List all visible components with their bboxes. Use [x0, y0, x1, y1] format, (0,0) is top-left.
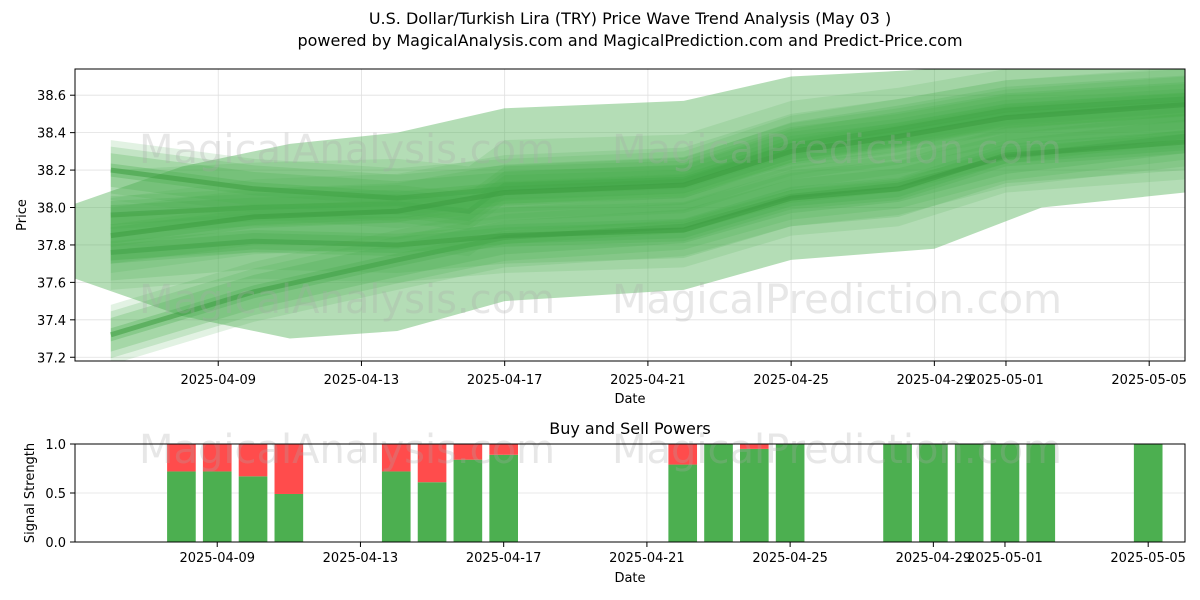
signal-x-tick-label: 2025-04-21 — [609, 551, 685, 566]
buy-power-bar — [381, 471, 411, 542]
buy-power-bar — [668, 464, 698, 542]
price-y-tick-label: 37.6 — [37, 276, 66, 291]
price-x-tick-label: 2025-04-25 — [753, 373, 829, 388]
buy-power-bar — [883, 444, 912, 542]
signal-x-tick-label: 2025-04-17 — [466, 551, 542, 566]
signal-x-tick-label: 2025-04-13 — [323, 551, 399, 566]
buy-power-bar — [775, 444, 805, 542]
price-wave-band — [110, 130, 1185, 264]
sell-power-bar — [381, 444, 411, 472]
buy-power-bar — [238, 476, 268, 542]
price-watermark: MagicalAnalysis.com — [139, 277, 555, 323]
price-watermark: MagicalAnalysis.com — [139, 127, 555, 173]
sell-power-bar — [417, 444, 447, 483]
price-x-tick-label: 2025-04-29 — [897, 373, 973, 388]
sell-power-bar — [668, 444, 698, 465]
price-y-tick-label: 37.4 — [37, 314, 66, 329]
price-x-tick-label: 2025-04-13 — [324, 373, 400, 388]
signal-x-tick-label: 2025-04-09 — [179, 551, 255, 566]
price-wave-band — [110, 82, 1185, 215]
price-wave-band — [110, 133, 1185, 261]
buy-power-bar — [274, 493, 304, 542]
price-wave-line — [110, 100, 1185, 218]
sell-power-bar — [238, 444, 268, 477]
price-wave-bands — [75, 69, 1185, 361]
signal-axes: 2025-04-09 2025-04-13 2025-04-17 2025-04-21… — [23, 438, 1186, 586]
price-x-tick-label: 2025-05-05 — [1111, 373, 1187, 388]
price-x-tick-label: 2025-04-09 — [180, 373, 256, 388]
buy-power-bar — [417, 482, 447, 542]
signal-x-axis-label: Date — [614, 571, 645, 586]
sell-power-bar — [740, 444, 769, 449]
signal-y-tick-label: 0.5 — [45, 487, 66, 502]
price-wave-line — [110, 102, 1185, 239]
sell-power-bar — [274, 444, 304, 494]
price-wave-band — [110, 69, 1185, 274]
sell-power-bar — [453, 444, 483, 460]
buy-power-bar — [1026, 444, 1056, 542]
price-y-tick-label: 38.0 — [37, 202, 66, 217]
chart-subtitle: powered by MagicalAnalysis.com and Magic… — [297, 31, 963, 50]
price-wave-band — [110, 69, 1185, 229]
buy-power-bar — [919, 444, 948, 542]
price-y-tick-label: 38.6 — [37, 89, 66, 104]
signal-y-tick-label: 1.0 — [45, 438, 66, 453]
price-wave-band — [110, 106, 1185, 361]
signal-watermark: MagicalPrediction.com — [612, 427, 1062, 473]
price-wave-band — [110, 75, 1185, 222]
price-grid — [75, 69, 1185, 361]
sell-power-bar — [167, 444, 196, 472]
buy-power-bar — [489, 454, 518, 542]
price-wave-band — [110, 76, 1185, 264]
price-plot-frame — [74, 68, 1186, 362]
price-y-tick-label: 37.8 — [37, 239, 66, 254]
signal-watermark: MagicalAnalysis.com — [139, 427, 555, 473]
price-y-tick-label: 37.2 — [37, 351, 66, 366]
price-watermark: MagicalPrediction.com — [612, 127, 1062, 173]
signal-x-tick-label: 2025-04-25 — [752, 551, 828, 566]
price-wave-line — [110, 139, 1185, 255]
price-watermarks: MagicalAnalysis.com MagicalPrediction.com… — [139, 127, 1062, 323]
price-x-tick-label: 2025-04-21 — [610, 373, 686, 388]
signal-x-tick-label: 2025-04-29 — [896, 551, 972, 566]
buy-power-bar — [202, 471, 232, 542]
price-wave-band — [110, 113, 1185, 281]
signal-y-axis-label: Signal Strength — [23, 443, 38, 543]
price-y-tick-label: 38.4 — [37, 127, 66, 142]
sell-power-bar — [202, 444, 232, 472]
price-y-tick-label: 38.2 — [37, 164, 66, 179]
price-watermark: MagicalPrediction.com — [612, 277, 1062, 323]
buy-power-bar — [1133, 444, 1163, 542]
price-wave-band — [110, 92, 1185, 205]
buy-power-bar — [740, 448, 769, 542]
price-y-axis-label: Price — [15, 199, 30, 231]
price-x-tick-label: 2025-04-17 — [467, 373, 543, 388]
signal-y-tick-label: 0.0 — [45, 536, 66, 551]
buy-power-bar — [990, 444, 1020, 542]
price-wave-line — [110, 96, 1185, 201]
buy-power-bar — [704, 444, 733, 542]
signal-bars — [167, 444, 1163, 542]
chart-title: U.S. Dollar/Turkish Lira (TRY) Price Wav… — [368, 9, 892, 28]
buy-power-bar — [954, 444, 984, 542]
signal-x-tick-label: 2025-05-05 — [1110, 551, 1186, 566]
buy-power-bar — [167, 471, 196, 542]
sell-power-bar — [489, 444, 518, 455]
signal-chart-title: Buy and Sell Powers — [549, 419, 711, 438]
signal-x-tick-label: 2025-05-01 — [967, 551, 1043, 566]
price-wave-band — [110, 112, 1185, 359]
price-x-tick-label: 2025-05-01 — [968, 373, 1044, 388]
buy-power-bar — [453, 459, 483, 542]
price-wave-band — [110, 119, 1185, 352]
price-x-axis-label: Date — [614, 392, 645, 407]
signal-watermarks: MagicalAnalysis.com MagicalPrediction.com — [139, 427, 1062, 473]
price-axes: 2025-04-09 2025-04-13 2025-04-17 2025-04-21… — [15, 89, 1187, 407]
